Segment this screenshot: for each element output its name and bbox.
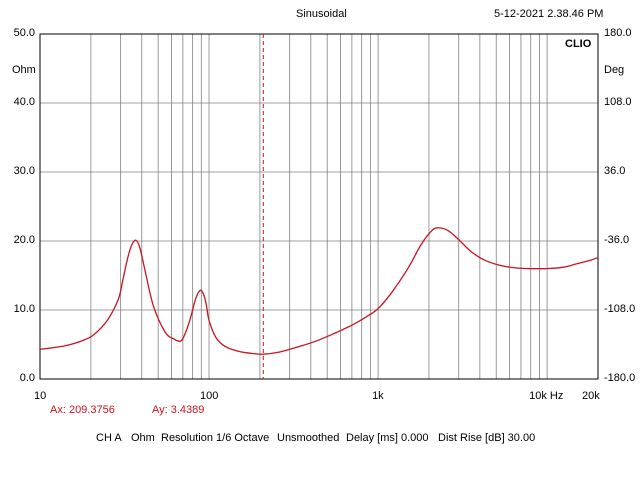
- plot-frame: [39, 33, 599, 380]
- footer-smoothing: Unsmoothed: [277, 432, 340, 444]
- brand-label: CLIO: [565, 38, 592, 50]
- y-tick-label: 40.0: [13, 96, 35, 108]
- cursor-ay-readout: Ay: 3.4389: [152, 404, 205, 416]
- y-tick-label: 50.0: [13, 27, 35, 39]
- y2-tick-label: 36.0: [604, 165, 626, 177]
- y2-tick-label: -180.0: [604, 372, 636, 384]
- footer-unit: Ohm: [131, 432, 155, 444]
- y2-unit-label: Deg: [604, 64, 625, 76]
- x-tick-label: 100: [200, 390, 219, 402]
- x-tick-label: 10: [34, 390, 47, 402]
- y-unit-label: Ohm: [12, 64, 36, 76]
- y-tick-label: 10.0: [13, 303, 35, 315]
- x-tick-label: 1k: [372, 390, 384, 402]
- y-tick-label: 0.0: [19, 372, 35, 384]
- footer-resolution: Resolution 1/6 Octave: [161, 432, 270, 444]
- vertical-gridlines: [90, 34, 548, 379]
- x-tick-label: 20k: [582, 390, 600, 402]
- x-tick-label: 10k Hz: [529, 390, 564, 402]
- footer-channel: CH A: [96, 432, 122, 444]
- y2-tick-label: -36.0: [604, 234, 630, 246]
- cursor-ax-readout: Ax: 209.3756: [50, 404, 115, 416]
- y-tick-label: 30.0: [13, 165, 35, 177]
- y2-tick-label: 108.0: [604, 96, 632, 108]
- y-tick-label: 20.0: [13, 234, 35, 246]
- footer-dist-rise: Dist Rise [dB] 30.00: [438, 432, 536, 444]
- datetime-label: 5-12-2021 2.38.46 PM: [494, 8, 604, 20]
- mode-label: Sinusoidal: [296, 8, 347, 20]
- y2-tick-label: 180.0: [604, 27, 632, 39]
- impedance-curve: [39, 227, 599, 355]
- y2-tick-label: -108.0: [604, 303, 636, 315]
- footer-delay: Delay [ms] 0.000: [346, 432, 429, 444]
- horizontal-gridlines: [40, 102, 598, 311]
